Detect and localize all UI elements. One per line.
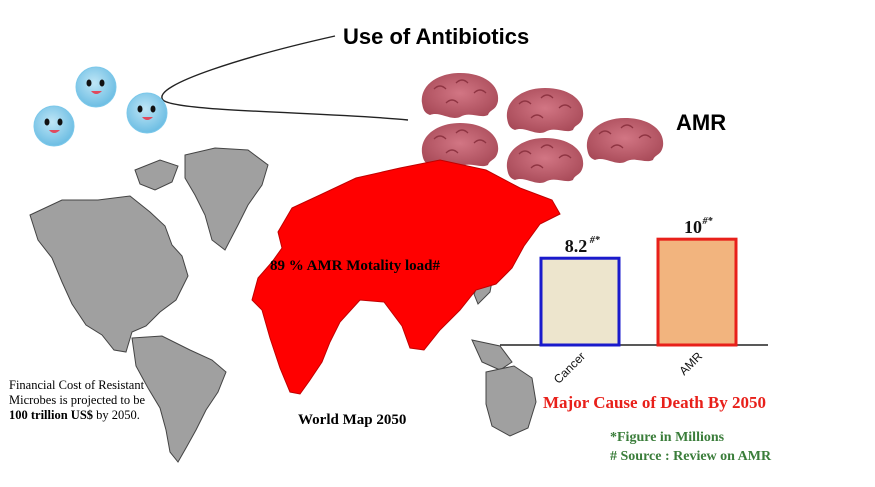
resistant-microbe-icon	[586, 118, 664, 163]
resistant-microbe-icon	[421, 123, 499, 168]
category-label-amr: AMR	[676, 349, 705, 378]
map-caption: World Map 2050	[298, 412, 407, 428]
resistant-microbe-icon	[421, 73, 499, 118]
south-america-shape	[131, 335, 227, 463]
southeast-asia-islands-shape	[471, 339, 513, 371]
source-note: # Source : Review on AMR	[610, 449, 772, 464]
north-america-shape	[29, 195, 189, 353]
connector-curve	[161, 35, 409, 121]
mortality-label: 89 % AMR Motality load#	[270, 258, 440, 274]
amr-label: AMR	[676, 110, 727, 135]
australia-shape	[485, 365, 537, 437]
resistant-microbe-icon	[506, 138, 584, 183]
arctic-islands-shape	[134, 159, 179, 191]
resistant-microbes-group	[421, 73, 664, 183]
chart-title: Major Cause of Death By 2050	[543, 393, 767, 412]
greenland-shape	[184, 147, 269, 251]
value-mark-amr: #*	[702, 216, 714, 227]
bacterium-icon	[126, 92, 168, 134]
cost-line-3-tail: by 2050.	[93, 408, 140, 422]
value-label-cancer: 8.2	[565, 236, 588, 256]
bacterium-icon	[33, 105, 75, 147]
financial-cost-note: Financial Cost of Resistant Microbes is …	[9, 378, 179, 423]
cost-line-2: Microbes is projected to be	[9, 393, 146, 407]
figure-units-note: *Figure in Millions	[610, 430, 725, 445]
value-label-amr: 10	[684, 217, 702, 237]
bar-cancer	[539, 256, 621, 347]
cost-line-1: Financial Cost of Resistant	[9, 378, 145, 392]
cost-amount: 100 trillion US$	[9, 408, 94, 422]
bacteria-group	[33, 66, 168, 147]
world-map	[29, 147, 537, 463]
bacterium-icon	[75, 66, 117, 108]
bar-amr	[656, 237, 738, 347]
category-label-cancer: Cancer	[551, 349, 588, 386]
page-title: Use of Antibiotics	[343, 24, 530, 49]
resistant-microbe-icon	[506, 88, 584, 133]
eurasia-africa-highlight	[251, 159, 561, 395]
value-mark-cancer: #*	[589, 235, 601, 246]
